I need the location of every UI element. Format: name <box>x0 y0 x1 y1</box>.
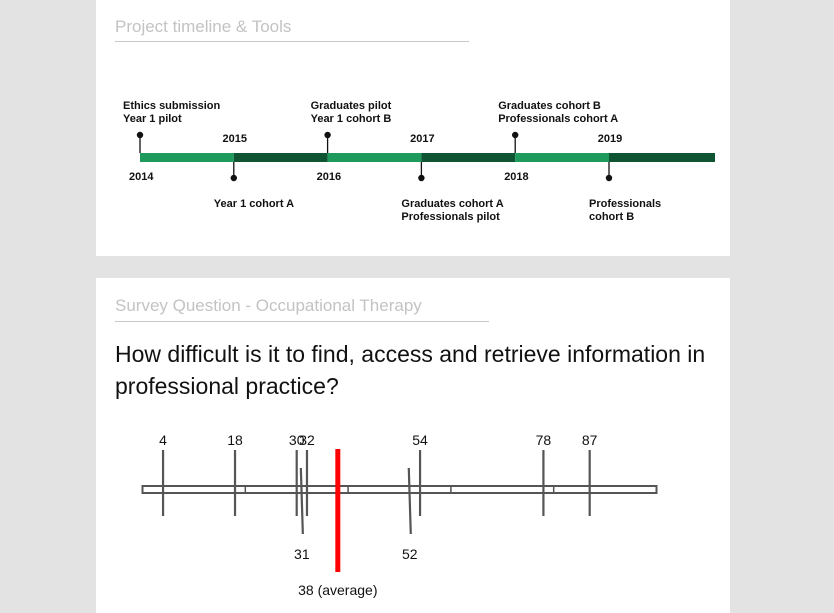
timeline-event-marker <box>605 162 613 182</box>
timeline-segment-2015 <box>233 153 328 162</box>
timeline-event-marker <box>230 162 237 182</box>
timeline-segment-2016 <box>327 153 422 162</box>
timeline-event-label: Professionals pilot <box>401 211 500 223</box>
response-mark-52 <box>407 467 412 535</box>
timeline-event-marker <box>512 131 519 153</box>
timeline-year-2015: 2015 <box>223 133 247 145</box>
marker-dot <box>230 174 237 182</box>
survey-card-title: Survey Question - Occupational Therapy <box>115 296 422 315</box>
timeline-event-marker <box>324 131 331 153</box>
timeline-event-label: cohort B <box>589 211 634 223</box>
survey-title-rule <box>115 321 489 322</box>
survey-question: How difficult is it to find, access and … <box>115 341 706 399</box>
timeline-event-label: Year 1 pilot <box>123 113 182 125</box>
response-label-54: 54 <box>412 432 428 448</box>
timeline-event-label: Ethics submission <box>123 100 220 112</box>
timeline-event-marker <box>418 162 425 182</box>
scale-bar <box>141 485 658 494</box>
average-mark <box>335 449 341 572</box>
timeline-year-2017: 2017 <box>410 133 434 145</box>
timeline-event-label: Professionals <box>589 198 661 210</box>
timeline-event-label: Year 1 cohort B <box>311 113 392 125</box>
timeline-segment-2017 <box>421 153 516 162</box>
timeline-event-label: Professionals cohort A <box>498 113 618 125</box>
timeline-card: Project timeline & Tools 2014 2015 2016 201… <box>96 0 730 256</box>
response-label-87: 87 <box>582 432 598 448</box>
timeline-segment-2014 <box>140 153 234 162</box>
timeline-event-label: Year 1 cohort A <box>214 198 294 210</box>
response-label-32: 32 <box>299 432 315 448</box>
response-label-31: 31 <box>294 546 310 562</box>
marker-dot <box>418 174 425 182</box>
response-label-52: 52 <box>402 546 418 562</box>
timeline-year-2019: 2019 <box>598 133 622 145</box>
survey-card: Survey Question - Occupational Therapy H… <box>96 278 730 613</box>
marker-dot <box>324 131 331 139</box>
timeline-title-rule <box>115 41 469 42</box>
average-label: 38 (average) <box>298 582 377 598</box>
response-label-18: 18 <box>227 432 243 448</box>
marker-dot <box>512 131 519 139</box>
timeline-card-title: Project timeline & Tools <box>115 17 292 36</box>
response-label-30: 30 <box>289 432 305 448</box>
timeline-event-label: Graduates cohort B <box>498 100 601 112</box>
timeline-event-marker <box>136 131 144 153</box>
timeline-segment-2018 <box>515 153 609 162</box>
timeline-event-label: Graduates cohort A <box>401 198 503 210</box>
marker-dot <box>605 174 613 182</box>
response-mark-31 <box>299 467 304 535</box>
marker-dot <box>136 131 144 139</box>
survey-response-scale: 4 18 30 31 32 52 54 78 87 38 (average) <box>141 432 658 598</box>
timeline-year-2014: 2014 <box>129 171 154 183</box>
response-label-78: 78 <box>536 432 552 448</box>
timeline-year-2016: 2016 <box>317 171 341 183</box>
timeline-year-2018: 2018 <box>504 171 528 183</box>
timeline-event-label: Graduates pilot <box>311 100 392 112</box>
timeline-segment-2019 <box>609 153 715 162</box>
response-label-4: 4 <box>159 432 167 448</box>
project-timeline: 2014 2015 2016 2017 2018 2019 Ethics submissio… <box>123 100 715 223</box>
